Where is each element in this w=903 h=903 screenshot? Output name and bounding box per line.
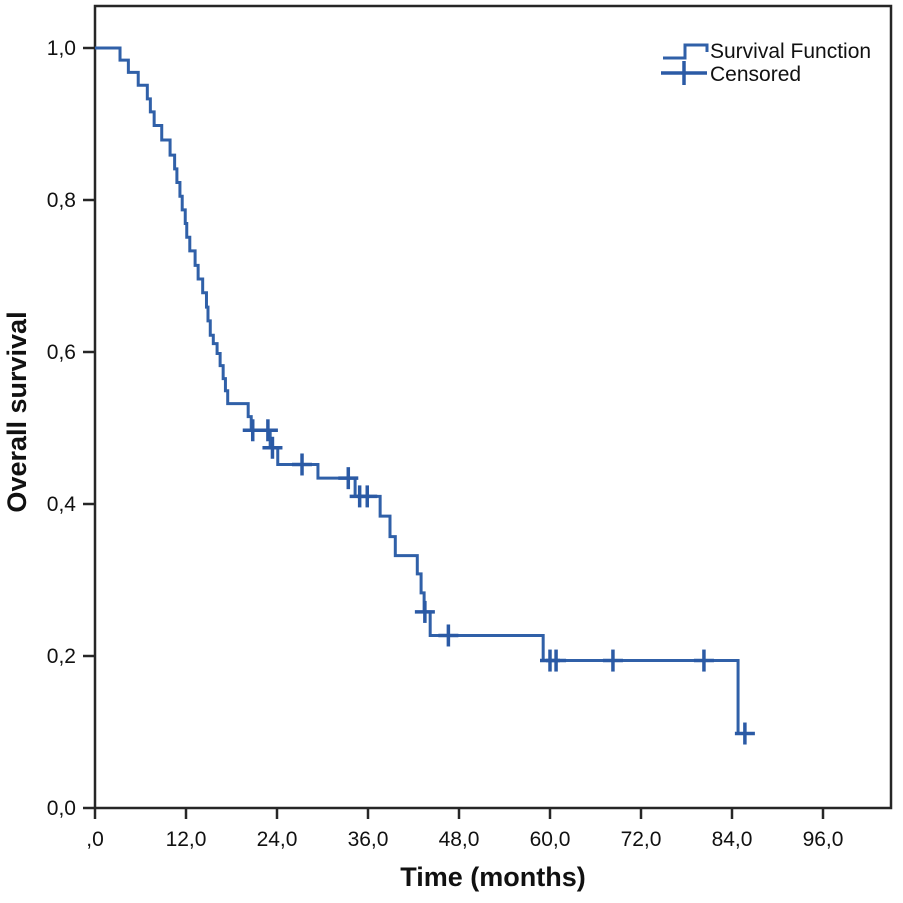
y-axis-tick-label: 0,6	[47, 341, 76, 364]
x-axis-tick-label: ,0	[86, 828, 104, 851]
x-axis-tick-label: 72,0	[621, 828, 662, 851]
x-axis-tick-label: 60,0	[530, 828, 571, 851]
survival-function-legend-glyph	[663, 43, 709, 60]
legend-censored-label: Censored	[710, 63, 801, 86]
x-axis-tick-label: 12,0	[166, 828, 207, 851]
y-axis-tick-label: 0,0	[47, 797, 76, 820]
x-axis-tick-label: 36,0	[348, 828, 389, 851]
y-axis-tick-label: 0,2	[47, 645, 76, 668]
x-axis-title: Time (months)	[400, 862, 586, 892]
x-axis-tick-label: 96,0	[803, 828, 844, 851]
y-axis-tick-label: 0,8	[47, 189, 76, 212]
x-axis-tick-label: 84,0	[712, 828, 753, 851]
legend-survival-label: Survival Function	[710, 40, 871, 63]
x-axis-ticks: ,0 12,0 24,0 36,0 48,0 60,0 72,0 84,0 96,0	[86, 808, 843, 851]
plot-frame	[93, 4, 893, 810]
y-axis-tick-label: 0,4	[47, 493, 77, 516]
censored-marks	[242, 419, 755, 745]
y-axis-title: Overall survival	[2, 311, 32, 512]
censored-legend-glyph	[661, 61, 707, 85]
legend: Survival Function Censored	[661, 40, 871, 86]
x-axis-tick-label: 24,0	[257, 828, 298, 851]
y-axis-ticks: 0,0 0,2 0,4 0,6 0,8 1,0	[47, 37, 95, 820]
y-axis-tick-label: 1,0	[47, 37, 76, 60]
x-axis-tick-label: 48,0	[439, 828, 480, 851]
survival-curve	[95, 46, 752, 736]
